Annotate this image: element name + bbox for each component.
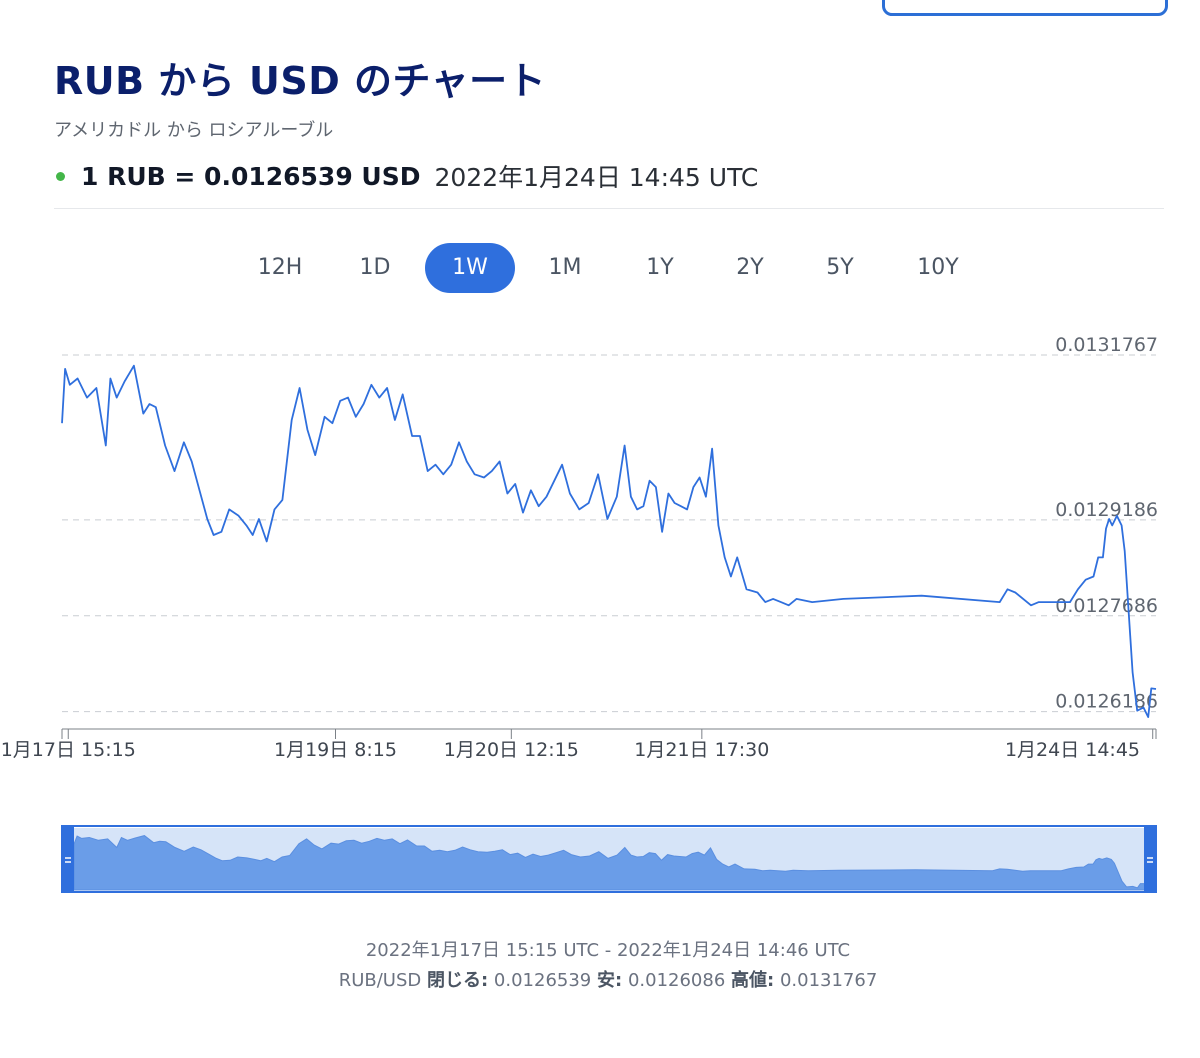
grid-layer: 0.0131767 0.0129186 0.0127686 0.0126186 [62,334,1158,713]
range-summary: 2022年1月17日 15:15 UTC - 2022年1月24日 14:46 … [0,936,1200,962]
x-tick-label: 1月21日 17:30 [634,739,769,761]
rate-value: 1 RUB = 0.0126539 USD [81,161,421,191]
live-status-dot [56,171,65,181]
timeframe-tabs: 12H 1D 1W 1M 1Y 2Y 5Y 10Y [235,243,991,293]
navigator-handle-left[interactable] [62,826,74,892]
high-label: 高値: [731,970,775,991]
tab-1d[interactable]: 1D [359,255,391,280]
tab-5y[interactable]: 5Y [826,255,854,280]
date-range-text: 2022年1月17日 15:15 UTC - 2022年1月24日 14:46 … [365,940,851,961]
high-value: 0.0131767 [779,970,878,991]
rate-row: 1 RUB = 0.0126539 USD 2022年1月24日 14:45 U… [54,158,758,194]
x-tick-label: 1月24日 14:45 [1005,739,1140,761]
close-label: 閉じる: [426,970,489,991]
page-title: RUB から USD のチャート [54,59,547,103]
low-value: 0.0126086 [627,970,726,991]
navigator-area [73,835,1146,891]
rate-line [61,364,1157,718]
y-tick-label: 0.0126186 [1055,691,1158,713]
close-value: 0.0126539 [493,970,592,991]
page-subtitle: アメリカドル から ロシアルーブル [54,120,334,141]
price-summary: RUB/USD 閉じる: 0.0126539 安: 0.0126086 高値: … [0,966,1200,992]
y-tick-label: 0.0127686 [1055,595,1158,617]
x-tick-label: 1月17日 15:15 [1,739,136,761]
divider [54,208,1164,209]
tab-1w[interactable]: 1W [425,243,515,293]
tab-12h[interactable]: 12H [257,255,303,280]
tab-1y[interactable]: 1Y [646,255,674,280]
line-layer [61,364,1157,718]
low-label: 安: [597,970,623,991]
x-tick-label: 1月19日 8:15 [274,739,397,761]
tab-1m[interactable]: 1M [548,255,582,280]
x-tick-label: 1月20日 12:15 [444,739,579,761]
navigator-handle-right[interactable] [1144,826,1156,892]
range-navigator[interactable] [61,825,1157,893]
y-tick-label: 0.0131767 [1055,334,1158,356]
top-tab-partial[interactable] [882,0,1168,16]
rate-timestamp: 2022年1月24日 14:45 UTC [434,163,759,192]
tab-2y[interactable]: 2Y [736,255,764,280]
tab-10y[interactable]: 10Y [917,255,959,280]
x-axis: 1月17日 15:15 1月19日 8:15 1月20日 12:15 1月21日 17… [1,728,1157,761]
pair-label: RUB/USD [338,970,422,991]
y-tick-label: 0.0129186 [1055,499,1158,521]
